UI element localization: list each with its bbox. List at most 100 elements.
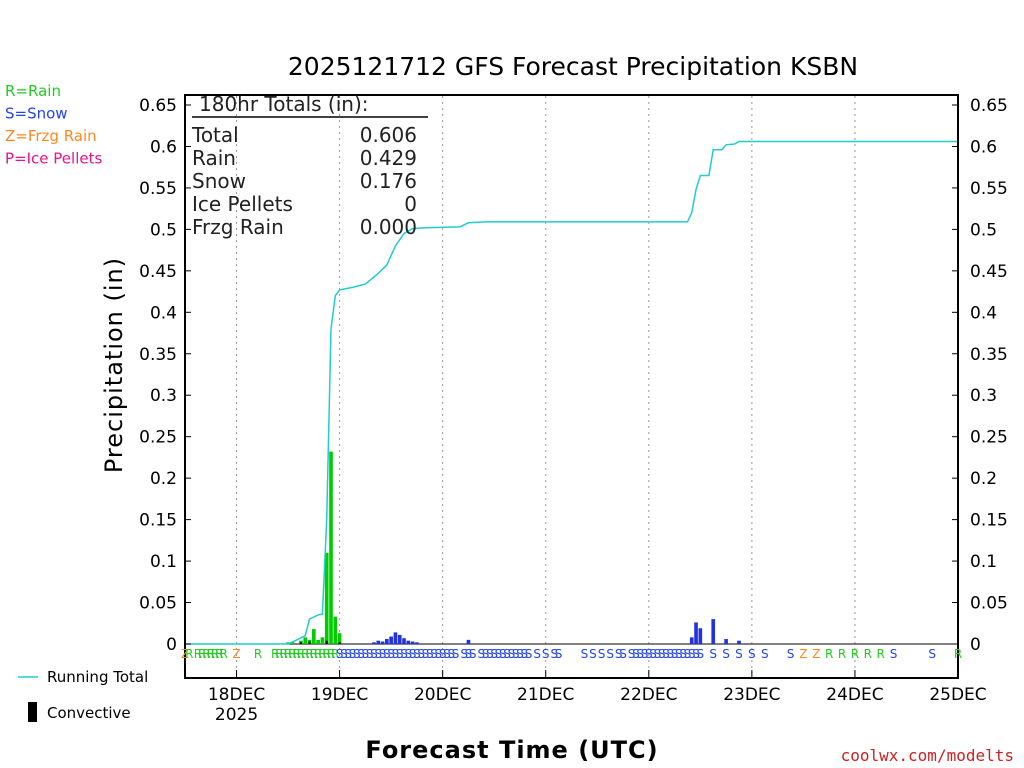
precip-type-letter: S <box>430 647 438 661</box>
snow-bar <box>698 628 703 644</box>
precip-type-letter: S <box>525 647 533 661</box>
y-tick-label-left: 0.15 <box>139 511 177 531</box>
precip-type-letter: R <box>301 647 309 661</box>
precip-type-letter: S <box>417 647 425 661</box>
y-tick-label-right: 0.45 <box>970 262 1008 282</box>
plot-frame <box>184 94 959 679</box>
precip-type-letter: S <box>675 647 683 661</box>
snow-bar <box>694 622 698 644</box>
totals-row-label: Total <box>191 123 239 147</box>
snow-bar <box>389 636 393 644</box>
precip-type-letter: R <box>323 647 331 661</box>
precip-type-letter: S <box>495 647 503 661</box>
precip-type-letter: S <box>709 647 717 661</box>
x-tick-label: 21DEC <box>517 685 574 705</box>
y-tick-label-right: 0.05 <box>970 594 1008 614</box>
precip-type-letter: S <box>353 647 361 661</box>
snow-bar <box>376 640 381 644</box>
precip-type-letter: S <box>928 647 936 661</box>
precip-type-letter: S <box>349 647 357 661</box>
precip-type-letter: R <box>284 647 292 661</box>
snow-bar <box>397 634 402 644</box>
convective-legend-label: Convective <box>47 704 131 722</box>
y-tick-label-left: 0.1 <box>150 552 177 572</box>
y-tick-label-left: 0 <box>166 635 177 655</box>
precip-type-letter: S <box>452 647 460 661</box>
totals-header: 180hr Totals (in): <box>199 92 369 116</box>
type-legend-item: P=Ice Pellets <box>5 150 102 168</box>
totals-row-label: Frzg Rain <box>192 215 284 239</box>
y-tick-label-left: 0.45 <box>139 262 177 282</box>
snow-bar <box>385 639 389 644</box>
precip-type-letter: R <box>215 647 223 661</box>
y-axis-label: Precipitation (in) <box>100 257 128 473</box>
totals-row-value: 0.429 <box>360 146 417 170</box>
precip-type-letter: S <box>606 647 614 661</box>
x-tick-label: 24DEC <box>826 685 883 705</box>
precip-type-letter: S <box>374 647 382 661</box>
x-axis-label: Forecast Time (UTC) <box>365 736 658 764</box>
snow-bar <box>466 639 471 644</box>
precip-type-letter: S <box>379 647 387 661</box>
y-tick-label-right: 0.65 <box>970 96 1008 116</box>
precip-type-letter: S <box>649 647 657 661</box>
precip-type-letter: S <box>443 647 451 661</box>
precip-type-letter: S <box>387 647 395 661</box>
precip-type-letter: S <box>439 647 447 661</box>
precip-type-letter: R <box>318 647 326 661</box>
rain-bar <box>286 642 290 644</box>
snow-bar <box>410 641 415 644</box>
convective-bar <box>338 642 341 644</box>
precip-type-letter: S <box>636 647 644 661</box>
precip-type-letter: R <box>825 647 833 661</box>
y-tick-label-right: 0.2 <box>970 469 997 489</box>
precip-type-letter: S <box>697 647 705 661</box>
precip-type-letter: S <box>482 647 490 661</box>
y-tick-label-left: 0.5 <box>150 220 177 240</box>
precip-type-letter: R <box>254 647 262 661</box>
running-total-legend-label: Running Total <box>47 668 148 686</box>
precip-type-letter: S <box>370 647 378 661</box>
running-total-line <box>185 140 958 645</box>
snow-bar <box>724 639 728 644</box>
y-tick-label-right: 0.55 <box>970 179 1008 199</box>
precip-type-letter: S <box>490 647 498 661</box>
rain-bar <box>333 616 338 644</box>
precip-type-letter: S <box>400 647 408 661</box>
convective-swatch <box>28 702 37 722</box>
precip-type-letter: R <box>314 647 322 661</box>
precip-type-letter: R <box>198 647 206 661</box>
x-tick-label: 25DEC <box>929 685 986 705</box>
y-tick-label-left: 0.25 <box>139 428 177 448</box>
precip-type-letter: S <box>340 647 348 661</box>
x-tick-label: 22DEC <box>620 685 677 705</box>
convective-bar <box>308 641 311 644</box>
x-tick-label: 23DEC <box>723 685 780 705</box>
precip-type-letter: S <box>679 647 687 661</box>
snow-bar <box>415 642 419 644</box>
precip-type-letter: S <box>469 647 477 661</box>
precip-type-letter: S <box>336 647 344 661</box>
precip-type-letter: S <box>486 647 494 661</box>
precip-type-letter: S <box>722 647 730 661</box>
totals-row-value: 0 <box>404 192 417 216</box>
precip-type-letter: R <box>280 647 288 661</box>
precip-type-letter: S <box>533 647 541 661</box>
precip-type-letter: R <box>864 647 872 661</box>
totals-rows: Total 0.606 Rain 0.429 Snow 0.176 Ice Pellets 0… <box>191 123 417 239</box>
precip-type-letter: S <box>447 647 455 661</box>
y-tick-label-left: 0.65 <box>139 96 177 116</box>
rain-bar <box>303 637 308 644</box>
totals-row-value: 0.000 <box>360 215 417 239</box>
y-tick-label-right: 0.4 <box>970 303 997 323</box>
rain-bar <box>316 639 320 644</box>
totals-row-label: Snow <box>192 169 246 193</box>
precip-type-letter: S <box>761 647 769 661</box>
precip-type-letter: R <box>305 647 313 661</box>
snow-bar <box>689 637 694 644</box>
precip-type-letter: R <box>327 647 335 661</box>
precip-type-letter: S <box>357 647 365 661</box>
y-tick-label-right: 0.35 <box>970 345 1008 365</box>
precip-type-letter: S <box>383 647 391 661</box>
